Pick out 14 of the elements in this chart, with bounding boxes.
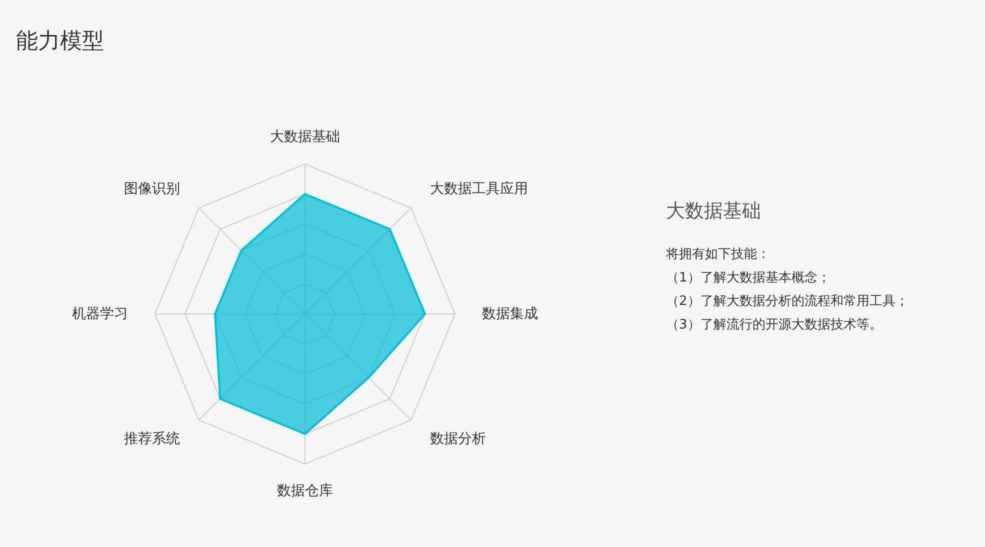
spoke-label: 数据集成 [482, 306, 538, 322]
text: 大数据基础 [666, 200, 761, 222]
spoke-label: 大数据基础 [270, 129, 340, 145]
spoke-label: 数据分析 [430, 431, 486, 448]
text: （3）了解流行的开源大数据技术等。 [666, 316, 882, 332]
text: 将拥有如下技能： [665, 247, 770, 262]
spoke-label: 推荐系统 [124, 431, 180, 448]
text: （2）了解大数据分析的流程和常用工具； [666, 293, 908, 309]
spoke-label: 数据仓库 [277, 483, 333, 499]
spoke-label: 机器学习 [72, 306, 128, 322]
spoke-label: 图像识别 [124, 180, 180, 197]
chart-title: 能力模型 [16, 29, 104, 54]
spoke-label: 大数据工具应用 [430, 180, 528, 197]
text: （1）了解大数据基本概念； [666, 270, 830, 286]
